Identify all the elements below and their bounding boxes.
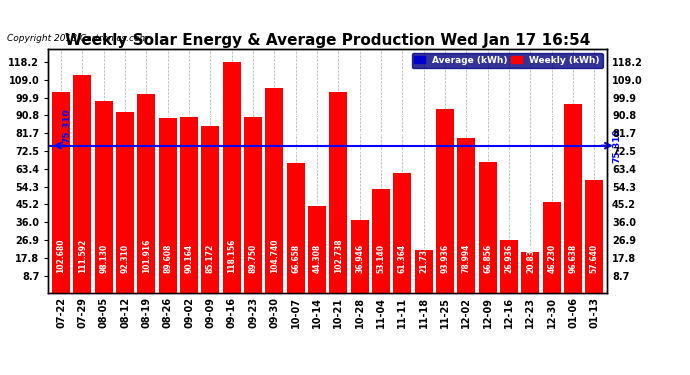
Bar: [308, 206, 326, 292]
Text: 57.640: 57.640: [590, 244, 599, 273]
Text: 111.592: 111.592: [78, 239, 87, 273]
Bar: [116, 112, 134, 292]
Text: 104.740: 104.740: [270, 238, 279, 273]
Text: 53.140: 53.140: [377, 244, 386, 273]
Bar: [500, 240, 518, 292]
Bar: [201, 126, 219, 292]
Text: 93.936: 93.936: [441, 244, 450, 273]
Bar: [585, 180, 604, 292]
Text: 36.946: 36.946: [355, 244, 364, 273]
Text: 78.994: 78.994: [462, 244, 471, 273]
Bar: [393, 173, 411, 292]
Text: 102.680: 102.680: [57, 238, 66, 273]
Bar: [479, 162, 497, 292]
Text: 66.856: 66.856: [483, 244, 492, 273]
Text: 102.738: 102.738: [334, 238, 343, 273]
Text: 101.916: 101.916: [142, 238, 151, 273]
Text: 44.308: 44.308: [313, 244, 322, 273]
Bar: [522, 252, 540, 292]
Text: 61.364: 61.364: [398, 244, 407, 273]
Bar: [180, 117, 198, 292]
Bar: [542, 202, 561, 292]
Text: 20.838: 20.838: [526, 244, 535, 273]
Text: 85.172: 85.172: [206, 244, 215, 273]
Bar: [457, 138, 475, 292]
Bar: [415, 250, 433, 292]
Bar: [159, 118, 177, 292]
Text: 75.310: 75.310: [613, 128, 622, 163]
Bar: [564, 104, 582, 292]
Text: 89.750: 89.750: [248, 244, 257, 273]
Bar: [286, 162, 305, 292]
Text: 98.130: 98.130: [99, 244, 108, 273]
Text: Copyright 2018 Cartronics.com: Copyright 2018 Cartronics.com: [7, 34, 148, 43]
Text: 89.608: 89.608: [164, 244, 172, 273]
Bar: [244, 117, 262, 292]
Bar: [266, 88, 284, 292]
Bar: [223, 62, 241, 292]
Text: 96.638: 96.638: [569, 244, 578, 273]
Bar: [137, 94, 155, 292]
Text: 75.310: 75.310: [62, 108, 71, 143]
Bar: [436, 110, 454, 292]
Legend: Average (kWh), Weekly (kWh): Average (kWh), Weekly (kWh): [411, 53, 602, 68]
Text: 26.936: 26.936: [504, 244, 513, 273]
Bar: [95, 101, 113, 292]
Text: 21.732: 21.732: [420, 244, 428, 273]
Text: 46.230: 46.230: [547, 244, 556, 273]
Bar: [52, 92, 70, 292]
Bar: [329, 92, 348, 292]
Text: 90.164: 90.164: [185, 244, 194, 273]
Text: 66.658: 66.658: [291, 244, 300, 273]
Text: 118.156: 118.156: [227, 238, 236, 273]
Text: 92.310: 92.310: [121, 244, 130, 273]
Title: Weekly Solar Energy & Average Production Wed Jan 17 16:54: Weekly Solar Energy & Average Production…: [65, 33, 591, 48]
Bar: [73, 75, 92, 292]
Bar: [351, 220, 369, 292]
Bar: [372, 189, 390, 292]
